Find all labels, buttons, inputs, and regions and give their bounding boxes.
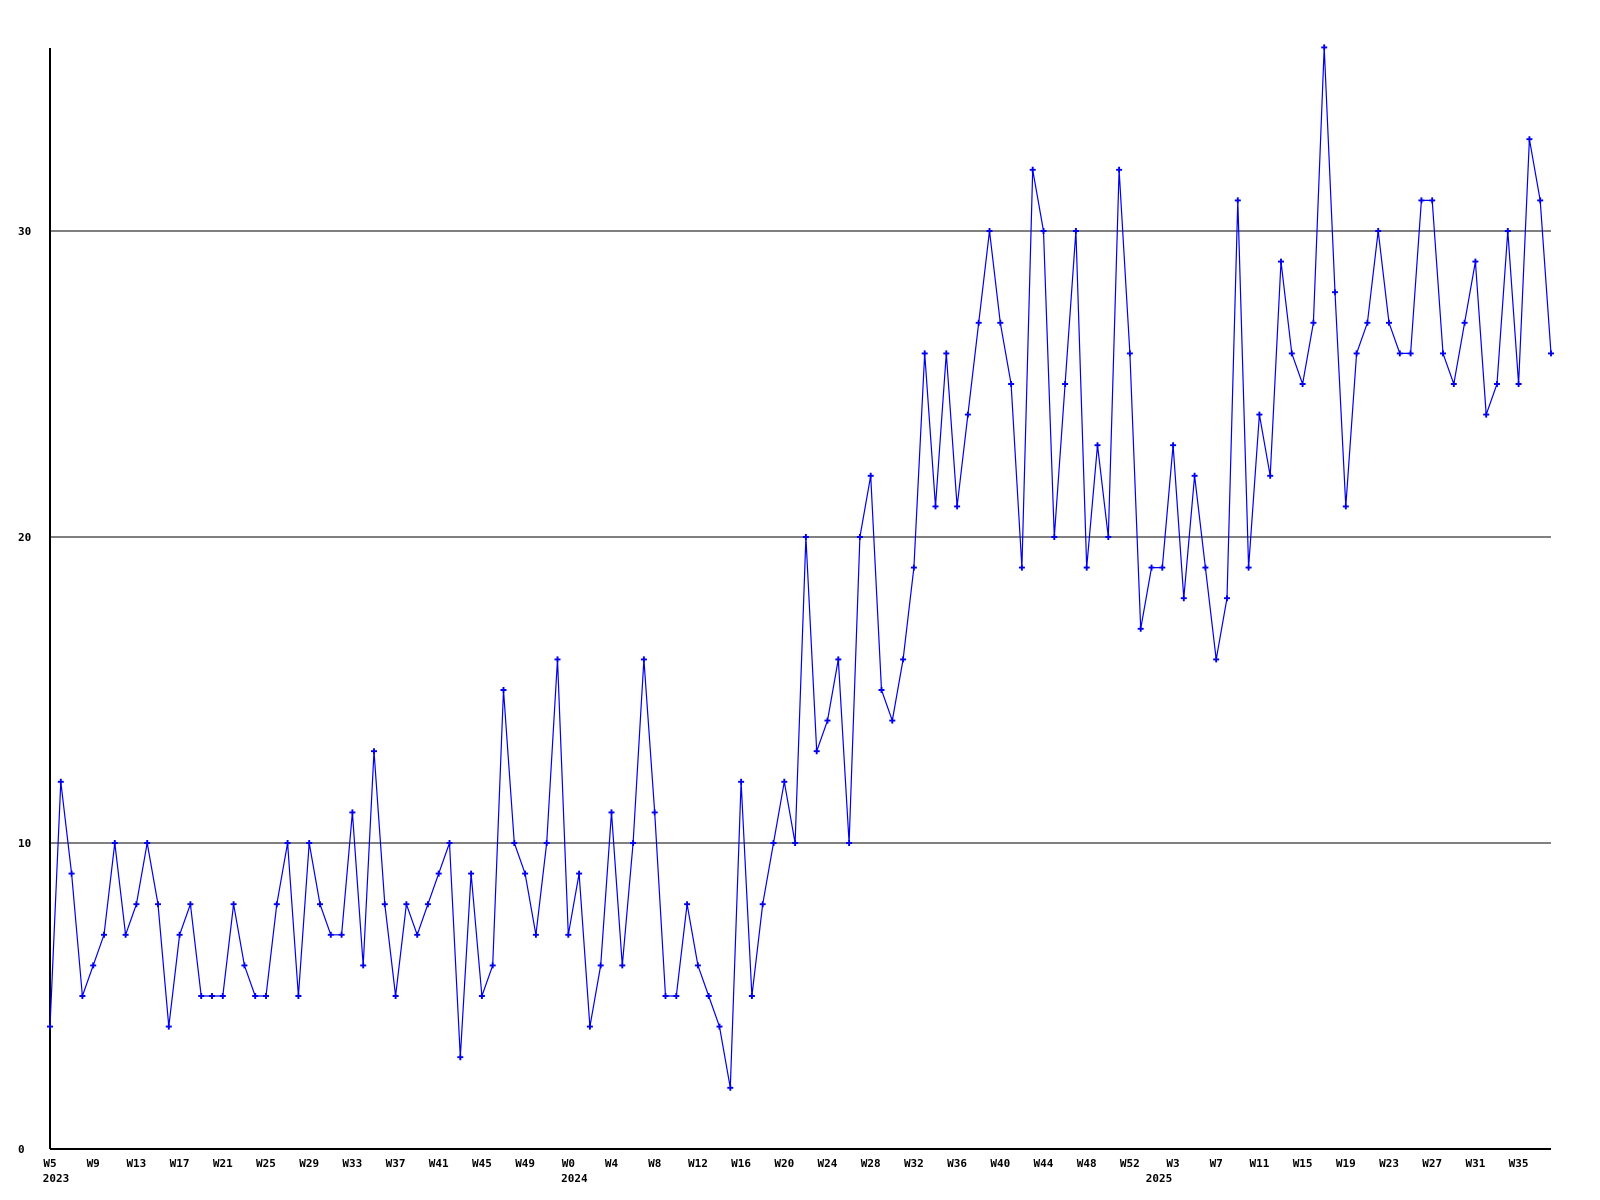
x-tick-label: W16 [731, 1157, 751, 1170]
x-tick-label: W21 [213, 1157, 233, 1170]
x-tick-label: W20 [774, 1157, 794, 1170]
x-tick-label: W9 [87, 1157, 100, 1170]
series-line [49, 47, 1552, 1088]
x-tick-label: W5 [43, 1157, 56, 1170]
x-tick-label: W28 [861, 1157, 881, 1170]
x-tick-label: W31 [1465, 1157, 1485, 1170]
x-tick-label: W48 [1077, 1157, 1097, 1170]
x-tick-label: W44 [1034, 1157, 1054, 1170]
year-label: 2023 [43, 1172, 70, 1185]
x-tick-label: W32 [904, 1157, 924, 1170]
x-tick-label: W11 [1250, 1157, 1270, 1170]
axes [49, 48, 1551, 1150]
x-tick-label: W13 [126, 1157, 146, 1170]
y-tick-label: 0 [18, 1143, 25, 1156]
y-tick-label: 30 [18, 225, 31, 238]
x-tick-label: W36 [947, 1157, 967, 1170]
x-tick-label: W37 [386, 1157, 406, 1170]
y-tick-label: 20 [18, 531, 31, 544]
x-tick-label: W8 [648, 1157, 661, 1170]
x-tick-label: W40 [990, 1157, 1010, 1170]
x-tick-label: W49 [515, 1157, 535, 1170]
x-tick-label: W25 [256, 1157, 276, 1170]
x-tick-label: W33 [342, 1157, 362, 1170]
year-label: 2025 [1146, 1172, 1173, 1185]
x-tick-label: W52 [1120, 1157, 1140, 1170]
x-tick-label: W17 [170, 1157, 190, 1170]
x-tick-label: W19 [1336, 1157, 1356, 1170]
x-tick-label: W12 [688, 1157, 708, 1170]
x-tick-labels: W5 W9 W13 W17 W21 W25 W29 W33 W37 W41 W45 W49 W0 W4 W8… [43, 1157, 1528, 1170]
year-labels: 2023 2024 2025 [43, 1172, 1173, 1185]
x-tick-label: W27 [1422, 1157, 1442, 1170]
x-tick-label: W35 [1509, 1157, 1529, 1170]
x-tick-label: W7 [1210, 1157, 1223, 1170]
x-tick-label: W3 [1166, 1157, 1179, 1170]
x-tick-label: W4 [605, 1157, 619, 1170]
x-tick-label: W15 [1293, 1157, 1313, 1170]
gridlines [50, 230, 1551, 844]
series-markers [47, 44, 1554, 1091]
x-tick-label: W29 [299, 1157, 319, 1170]
x-tick-label: W23 [1379, 1157, 1399, 1170]
x-tick-label: W45 [472, 1157, 492, 1170]
y-tick-label: 10 [18, 837, 31, 850]
x-tick-label: W41 [429, 1157, 449, 1170]
x-tick-label: W24 [818, 1157, 838, 1170]
y-tick-labels: 0 10 20 30 [18, 225, 31, 1156]
year-label: 2024 [561, 1172, 588, 1185]
x-tick-label: W0 [562, 1157, 575, 1170]
